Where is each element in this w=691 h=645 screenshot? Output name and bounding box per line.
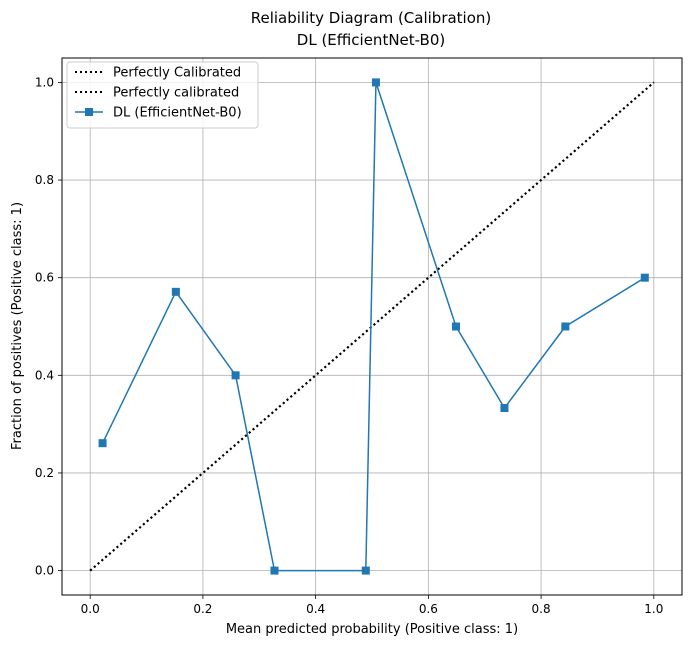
x-tick-label: 0.0 [81,602,100,616]
x-tick-label: 0.8 [532,602,551,616]
data-point-marker [98,439,107,448]
data-point-marker [171,287,180,296]
data-point-marker [640,273,649,282]
chart-title: Reliability Diagram (Calibration) [251,9,492,27]
series-lines [89,81,655,572]
x-axis-label: Mean predicted probability (Positive cla… [226,622,518,637]
y-tick-label: 0.0 [35,564,54,578]
axis-ticks: 0.0 0.2 0.4 0.6 0.8 1.0 0.0 0.2 0.4 0.6 0.8 1.0 [35,75,663,616]
data-point-marker [371,78,380,87]
data-point-marker [451,322,460,331]
y-tick-label: 0.4 [35,368,54,382]
x-tick-label: 0.2 [193,602,212,616]
legend-label: DL (EfficientNet-B0) [113,106,242,121]
x-tick-label: 0.4 [306,602,325,616]
y-tick-label: 0.2 [35,466,54,480]
x-tick-label: 1.0 [644,602,663,616]
y-axis-label: Fraction of positives (Positive class: 1… [10,202,25,450]
chart-subtitle: DL (EfficientNet-B0) [297,31,445,49]
legend-box [66,61,259,129]
y-tick-label: 1.0 [35,75,54,89]
legend-label: Perfectly calibrated [113,86,239,101]
data-point-marker [361,566,370,575]
series-line-1 [89,81,655,572]
legend-label: Perfectly Calibrated [113,66,241,81]
data-point-marker [500,404,509,413]
plot-area-frame [61,57,683,596]
legend-entries: Perfectly Calibrated Perfectly calibrated… [75,66,242,121]
x-tick-label: 0.6 [419,602,438,616]
series-line-2 [101,82,646,572]
data-point-marker [270,566,279,575]
y-tick-label: 0.8 [35,173,54,187]
series-markers [98,78,649,575]
y-tick-label: 0.6 [35,271,54,285]
data-point-marker [231,371,240,380]
legend: Perfectly Calibrated Perfectly calibrated… [66,61,259,129]
legend-marker-sample [85,108,93,116]
data-point-marker [561,322,570,331]
